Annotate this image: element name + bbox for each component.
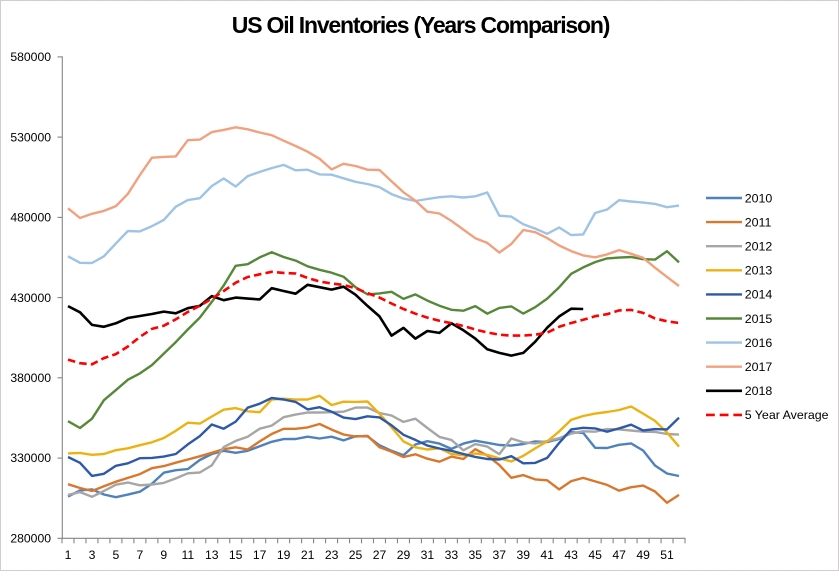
svg-text:35: 35 [469, 548, 483, 562]
svg-text:5 Year Average: 5 Year Average [745, 408, 829, 422]
svg-text:47: 47 [612, 548, 626, 562]
svg-text:530000: 530000 [10, 130, 51, 144]
svg-text:21: 21 [301, 548, 315, 562]
svg-text:2013: 2013 [745, 264, 773, 278]
svg-text:17: 17 [253, 548, 267, 562]
svg-text:45: 45 [588, 548, 602, 562]
svg-text:29: 29 [397, 548, 411, 562]
svg-text:280000: 280000 [10, 532, 51, 546]
svg-text:39: 39 [517, 548, 531, 562]
svg-text:15: 15 [229, 548, 243, 562]
svg-text:2010: 2010 [745, 191, 773, 205]
svg-text:380000: 380000 [10, 371, 51, 385]
svg-text:11: 11 [181, 548, 194, 562]
svg-text:2014: 2014 [745, 288, 773, 302]
svg-text:5: 5 [113, 548, 120, 562]
svg-text:49: 49 [636, 548, 650, 562]
svg-text:330000: 330000 [10, 451, 51, 465]
svg-text:2018: 2018 [745, 384, 773, 398]
svg-text:3: 3 [89, 548, 96, 562]
svg-text:9: 9 [160, 548, 167, 562]
svg-text:43: 43 [564, 548, 578, 562]
svg-text:430000: 430000 [10, 291, 51, 305]
svg-text:23: 23 [325, 548, 339, 562]
svg-text:7: 7 [137, 548, 144, 562]
svg-text:27: 27 [373, 548, 387, 562]
svg-text:25: 25 [349, 548, 363, 562]
svg-text:41: 41 [540, 548, 554, 562]
svg-text:480000: 480000 [10, 211, 51, 225]
svg-text:580000: 580000 [10, 50, 51, 64]
svg-text:2011: 2011 [745, 215, 772, 229]
svg-text:2012: 2012 [745, 240, 773, 254]
svg-text:51: 51 [660, 548, 674, 562]
svg-text:2016: 2016 [745, 336, 773, 350]
svg-text:19: 19 [277, 548, 291, 562]
svg-text:US Oil Inventories (Years Comp: US Oil Inventories (Years Comparison) [232, 12, 610, 38]
svg-text:31: 31 [421, 548, 435, 562]
svg-text:2017: 2017 [745, 360, 773, 374]
svg-text:1: 1 [65, 548, 72, 562]
svg-text:13: 13 [205, 548, 219, 562]
svg-text:33: 33 [445, 548, 459, 562]
svg-text:37: 37 [493, 548, 507, 562]
svg-text:2015: 2015 [745, 312, 773, 326]
